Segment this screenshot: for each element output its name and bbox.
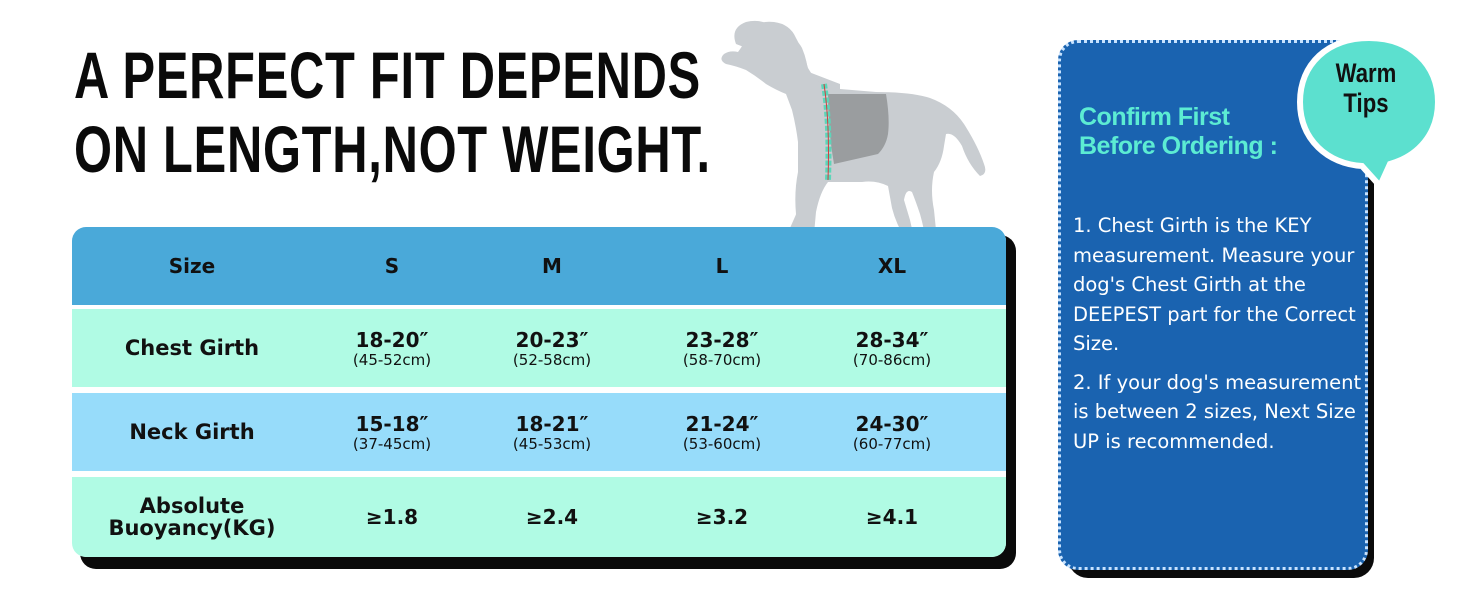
dog-silhouette-icon [721,20,986,246]
cell-subvalue: (45-53cm) [512,434,592,453]
tips-title-line-1: Confirm First [1079,103,1230,131]
tips-body: 1. Chest Girth is the KEY measurement. M… [1073,211,1365,465]
size-chart-table: Size S M L XL Chest Girth 18-20″ (45-52c… [72,227,1006,557]
table-row-neck-girth: Neck Girth 15-18″ (37-45cm) 18-21″ (45-5… [72,393,1006,471]
table-cell: ≥4.1 [865,505,919,529]
row-label-line-2: Buoyancy(KG) [108,516,276,540]
cell-value: 15-18″ [355,411,429,436]
headline-line-2: ON LENGTH,NOT WEIGHT. [74,112,711,186]
cell-subvalue: (37-45cm) [352,434,432,453]
cell-value: 18-20″ [355,327,429,352]
table-cell: 15-18″ (37-45cm) [317,393,467,471]
table-cell: 24-30″ (60-77cm) [817,393,967,471]
tips-title: Confirm First Before Ordering : [1079,103,1339,161]
cell-subvalue: (45-52cm) [352,350,432,369]
row-label-neck-girth: Neck Girth [129,420,255,444]
header-cell-s: S [384,254,400,278]
headline-line-1: A PERFECT FIT DEPENDS [74,38,701,112]
cell-subvalue: (60-77cm) [852,434,932,453]
cell-subvalue: (58-70cm) [682,350,762,369]
bubble-line-1: Warm [1335,58,1397,88]
table-cell: 18-20″ (45-52cm) [317,309,467,387]
table-cell: 28-34″ (70-86cm) [817,309,967,387]
headline: A PERFECT FIT DEPENDS ON LENGTH,NOT WEIG… [74,38,711,186]
table-cell: 18-21″ (45-53cm) [477,393,627,471]
header-cell-xl: XL [877,254,907,278]
table-cell: ≥2.4 [525,505,579,529]
table-cell: 21-24″ (53-60cm) [647,393,797,471]
table-cell: ≥3.2 [695,505,749,529]
cell-value: 18-21″ [515,411,589,436]
table-header-row: Size S M L XL [72,227,1006,305]
row-label-line-1: Absolute [139,494,245,518]
cell-value: 24-30″ [855,411,929,436]
cell-value: 28-34″ [855,327,929,352]
bubble-line-2: Tips [1343,88,1389,118]
speech-bubble-icon [1296,34,1442,190]
cell-subvalue: (52-58cm) [512,350,592,369]
row-label-chest-girth: Chest Girth [124,336,260,360]
row-label-absolute-buoyancy: Absolute Buoyancy(KG) [72,477,312,557]
cell-value: 23-28″ [685,327,759,352]
table-cell: ≥1.8 [365,505,419,529]
header-cell-l: L [715,254,729,278]
table-row-chest-girth: Chest Girth 18-20″ (45-52cm) 20-23″ (52-… [72,309,1006,387]
table-cell: 23-28″ (58-70cm) [647,309,797,387]
header-cell-m: M [542,254,562,278]
header-cell-size: Size [168,254,216,278]
cell-value: 21-24″ [685,411,759,436]
warm-tips-label: Warm Tips [1317,58,1415,118]
cell-subvalue: (53-60cm) [682,434,762,453]
cell-subvalue: (70-86cm) [852,350,932,369]
cell-value: 20-23″ [515,327,589,352]
tip-item-1: 1. Chest Girth is the KEY measurement. M… [1073,214,1356,355]
table-cell: 20-23″ (52-58cm) [477,309,627,387]
table-row-absolute-buoyancy: Absolute Buoyancy(KG) ≥1.8 ≥2.4 ≥3.2 ≥4.… [72,477,1006,557]
tips-panel: Confirm First Before Ordering : 1. Chest… [1058,40,1368,570]
tip-item-2: 2. If your dog's measurement is between … [1073,370,1362,453]
tips-title-line-2: Before Ordering : [1079,132,1278,160]
